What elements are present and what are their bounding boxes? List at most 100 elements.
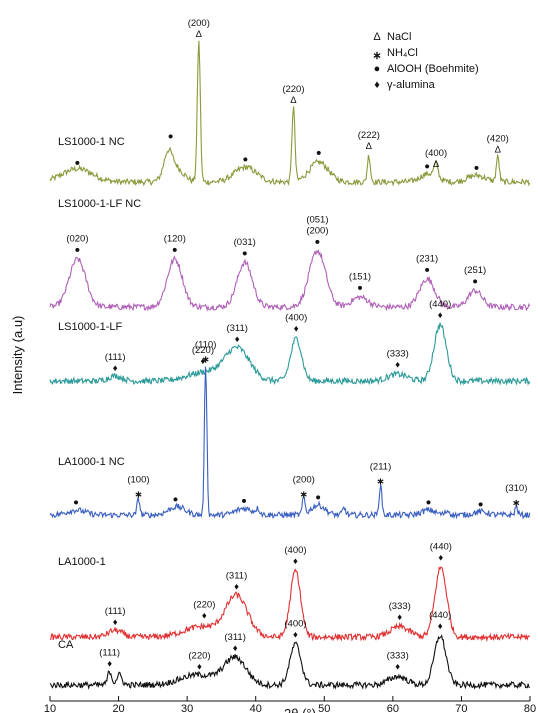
peak-marker: ♦: [438, 553, 443, 564]
peak-marker: ♦: [113, 617, 118, 628]
peak-marker: ♦: [293, 556, 298, 567]
x-tick-label: 50: [318, 703, 330, 713]
legend-symbol: ●: [374, 63, 381, 75]
peak-label: (220): [193, 599, 215, 610]
peak-label: (222): [358, 130, 380, 141]
peak-marker: ∗: [300, 490, 308, 501]
peak-label: (440): [430, 542, 452, 553]
trace-ls1000-1-lf: [49, 322, 531, 386]
peak-marker: ●: [426, 497, 432, 508]
peak-marker: ♦: [395, 359, 400, 370]
peak-marker: ♦: [438, 310, 443, 321]
peak-marker: ●: [478, 499, 484, 510]
peak-marker: ♦: [395, 662, 400, 673]
peak-label: (100): [127, 475, 149, 486]
peak-label: (200): [293, 475, 315, 486]
peak-label: (420): [487, 133, 509, 144]
series-label: LA1000-1: [58, 556, 106, 568]
peak-label: (400): [284, 618, 306, 629]
peak-marker: ●: [73, 497, 79, 508]
axes-group: 10 20 30 40 50 60 70 80 2θ (°) Intensity (a.u): [10, 316, 536, 713]
peak-marker: ∗: [377, 476, 385, 487]
peak-marker: ∗: [134, 490, 142, 501]
y-axis-label: Intensity (a.u): [10, 316, 25, 395]
peak-marker: ♦: [235, 334, 240, 345]
peak-label: (333): [387, 348, 409, 359]
peak-label: (231): [416, 253, 438, 264]
trace-ls1000-1-nc: [49, 40, 531, 187]
peak-marker: ♦: [197, 662, 202, 673]
peak-label: (400): [425, 148, 447, 159]
peak-marker: ●: [315, 492, 321, 503]
trace-la1000-1: [49, 566, 531, 643]
peak-marker: ∗: [512, 498, 520, 509]
trace-la1000-1-nc: [49, 366, 531, 520]
peak-marker: ♦: [294, 324, 299, 335]
peak-label: (440): [429, 610, 451, 621]
legend: Δ NaCl ∗ NH₄Cl ● AlOOH (Boehmite) ♦ γ-alumina: [372, 31, 478, 91]
legend-symbol: Δ: [373, 31, 381, 43]
series-label: LS1000-1-LF NC: [58, 198, 141, 210]
peak-marker: ●: [315, 236, 321, 247]
x-tick-label: 30: [181, 703, 193, 713]
x-tick-label: 70: [455, 703, 467, 713]
peak-marker: ●: [316, 148, 322, 159]
peak-label: (251): [464, 265, 486, 276]
peak-marker: ●: [75, 245, 81, 256]
peak-marker: ●: [424, 161, 430, 172]
x-tick-label: 10: [44, 703, 56, 713]
series-label: LA1000-1 NC: [58, 456, 125, 468]
peak-label: (440): [429, 299, 451, 310]
peak-marker: ∗: [202, 354, 210, 365]
legend-label: γ-alumina: [387, 79, 436, 91]
peak-marker: ●: [75, 158, 81, 169]
trace-group: [49, 40, 531, 691]
peak-label: (200): [306, 225, 328, 236]
peak-label: (111): [105, 352, 126, 363]
peak-marker: ♦: [234, 581, 239, 592]
peak-marker: ●: [242, 248, 248, 259]
peak-marker: ♦: [397, 612, 402, 623]
x-tick-label: 60: [387, 703, 399, 713]
peak-marker: ●: [172, 245, 178, 256]
peak-label: (111): [99, 647, 120, 658]
legend-label: AlOOH (Boehmite): [387, 63, 479, 75]
x-tick-label: 40: [250, 703, 262, 713]
peak-label: (333): [389, 601, 411, 612]
peak-label: (220): [188, 651, 210, 662]
peak-marker: Δ: [290, 95, 297, 106]
peak-label: (311): [224, 632, 245, 643]
trace-ca: [49, 634, 530, 691]
peak-marker: ●: [168, 131, 174, 142]
peak-label: (110): [195, 339, 216, 350]
series-label-group: LS1000-1 NC LS1000-1-LF NC LS1000-1-LF LA10…: [58, 136, 141, 651]
trace-ls1000-1-lf-nc: [49, 248, 531, 312]
peak-marker: ●: [424, 264, 430, 275]
peak-label: (311): [226, 323, 247, 334]
peak-marker: ●: [474, 162, 480, 173]
peak-label: (220): [192, 345, 214, 356]
peak-label: (031): [234, 237, 256, 248]
peak-marker: ♦: [202, 610, 207, 621]
peak-label: (400): [285, 313, 307, 324]
peak-label: (211): [370, 461, 391, 472]
peak-marker: ♦: [438, 621, 443, 632]
peak-label: (200): [188, 18, 210, 29]
peak-marker: ♦: [233, 643, 238, 654]
peak-marker: ●: [472, 276, 478, 287]
peak-marker: Δ: [366, 141, 373, 152]
legend-symbol: ♦: [374, 79, 380, 91]
peak-label: (333): [387, 651, 409, 662]
x-axis-label: 2θ (°): [284, 706, 316, 713]
peak-label: (120): [164, 234, 186, 245]
peak-label: (020): [66, 234, 88, 245]
peak-marker: ●: [241, 495, 247, 506]
legend-symbol: ∗: [372, 50, 381, 62]
peak-label: (051): [306, 214, 328, 225]
peak-marker: Δ: [433, 159, 440, 170]
series-label: LS1000-1-LF: [58, 321, 122, 333]
legend-label: NH₄Cl: [387, 47, 418, 59]
series-label: CA: [58, 639, 74, 651]
